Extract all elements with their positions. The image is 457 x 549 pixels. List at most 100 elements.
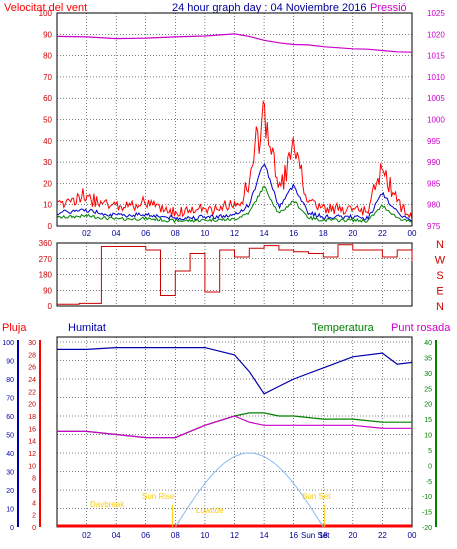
humidity-tick-label: 40 — [6, 451, 14, 458]
x-tick-label-bottom: 02 — [82, 531, 91, 540]
dewpoint-label: Punt rosada — [391, 322, 451, 334]
direction-tick-label: 0 — [48, 302, 53, 311]
x-tick-label: 18 — [319, 229, 328, 238]
x-tick-label: 14 — [260, 229, 269, 238]
x-tick-label-bottom: 04 — [112, 531, 121, 540]
humidity-tick-label: 30 — [6, 470, 14, 477]
pressure-tick-label: 990 — [427, 158, 441, 167]
x-tick-label: 22 — [378, 229, 387, 238]
wind-speed-label: Velocitat del vent — [4, 2, 87, 14]
pressure-tick-label: 1000 — [427, 116, 445, 125]
wind-tick-label: 30 — [43, 158, 52, 167]
rain-tick-label: 18 — [28, 414, 36, 421]
wind-tick-label: 20 — [43, 179, 52, 188]
rain-tick-label: 4 — [32, 500, 36, 507]
humidity-tick-label: 60 — [6, 414, 14, 421]
x-tick-label: 06 — [141, 229, 150, 238]
pressure-tick-label: 985 — [427, 179, 441, 188]
direction-tick-label: 180 — [39, 271, 53, 280]
x-tick-label-bottom: 10 — [200, 531, 209, 540]
sunset-label: Sun Set — [302, 492, 331, 501]
direction-tick-label: 360 — [39, 239, 53, 248]
x-tick-label: 04 — [112, 229, 121, 238]
compass-label: E — [436, 286, 443, 298]
temp-humidity-panel — [56, 336, 413, 528]
direction-tick-label: 270 — [39, 255, 53, 264]
wind-tick-label: 10 — [43, 201, 52, 210]
wind-min-line — [56, 185, 413, 224]
grid-lines — [57, 12, 413, 528]
rain-tick-label: 12 — [28, 451, 36, 458]
sunset-axis-label: Sun Set — [301, 531, 330, 540]
temp-tick-label: 35 — [424, 355, 432, 362]
x-tick-label: 12 — [230, 229, 239, 238]
rain-tick-label: 16 — [28, 426, 36, 433]
x-tick-label-bottom: 22 — [378, 531, 387, 540]
wind-tick-label: 90 — [43, 30, 52, 39]
x-tick-label-bottom: 20 — [348, 531, 357, 540]
pressure-tick-label: 995 — [427, 137, 441, 146]
temp-tick-label: 15 — [424, 417, 432, 424]
daybreak-label: Daybreak — [90, 500, 125, 509]
x-tick-label-bottom: 08 — [171, 531, 180, 540]
x-tick-label-bottom: 14 — [260, 531, 269, 540]
humidity-tick-label: 50 — [6, 433, 14, 440]
x-tick-label: 10 — [200, 229, 209, 238]
dewpoint-line — [57, 415, 412, 439]
temp-tick-label: -10 — [422, 494, 432, 501]
rain-tick-label: 22 — [28, 389, 36, 396]
x-tick-label: 02 — [82, 229, 91, 238]
wind-tick-label: 50 — [43, 116, 52, 125]
temp-tick-label: 30 — [424, 371, 432, 378]
x-tick-label: 20 — [348, 229, 357, 238]
humidity-tick-label: 90 — [6, 359, 14, 366]
rain-tick-label: 6 — [32, 488, 36, 495]
wind-avg-line — [56, 163, 413, 221]
lowtide-label: Lowtide — [196, 506, 224, 515]
temp-tick-label: 25 — [424, 386, 432, 393]
compass-label: N — [436, 239, 444, 251]
pressure-tick-label: 980 — [427, 201, 441, 210]
humidity-tick-label: 0 — [10, 525, 14, 532]
rain-tick-label: 8 — [32, 476, 36, 483]
x-tick-label-bottom: 00 — [408, 531, 417, 540]
pressure-tick-label: 1010 — [427, 73, 445, 82]
rain-tick-label: 24 — [28, 377, 36, 384]
wind-tick-label: 60 — [43, 94, 52, 103]
sunrise-label: Sun Rise — [142, 492, 175, 501]
x-tick-label: 08 — [171, 229, 180, 238]
chart-title: 24 hour graph day : 04 Noviembre 2016 — [172, 2, 366, 14]
plot-lines — [56, 33, 413, 528]
rain-tick-label: 28 — [28, 352, 36, 359]
rain-tick-label: 26 — [28, 365, 36, 372]
temp-tick-label: 10 — [424, 433, 432, 440]
pressure-label: Pressió — [370, 2, 407, 14]
pressure-tick-label: 1005 — [427, 94, 445, 103]
temp-tick-label: 20 — [424, 402, 432, 409]
wind-tick-label: 70 — [43, 73, 52, 82]
pressure-tick-label: 1020 — [427, 30, 445, 39]
rain-label: Pluja — [2, 322, 27, 334]
compass-label: S — [436, 270, 443, 282]
temperature-label: Temperatura — [312, 322, 375, 334]
pressure-tick-label: 1025 — [427, 9, 445, 18]
wind-gust-line — [56, 100, 413, 221]
rain-tick-label: 0 — [32, 525, 36, 532]
x-tick-label: 16 — [289, 229, 298, 238]
sun-arc — [174, 452, 324, 528]
temp-tick-label: 0 — [428, 463, 432, 470]
x-tick-label: 00 — [408, 229, 417, 238]
x-tick-label-bottom: 12 — [230, 531, 239, 540]
temp-tick-label: -15 — [422, 510, 432, 517]
pressure-tick-label: 1015 — [427, 52, 445, 61]
wind-direction-line — [57, 244, 413, 305]
temp-tick-label: -20 — [422, 525, 432, 532]
humidity-line — [57, 347, 413, 395]
temp-tick-label: 40 — [424, 340, 432, 347]
rain-tick-label: 14 — [28, 439, 36, 446]
rain-tick-label: 2 — [32, 513, 36, 520]
x-tick-label-bottom: 18 — [319, 531, 328, 540]
compass-label: W — [435, 255, 446, 267]
